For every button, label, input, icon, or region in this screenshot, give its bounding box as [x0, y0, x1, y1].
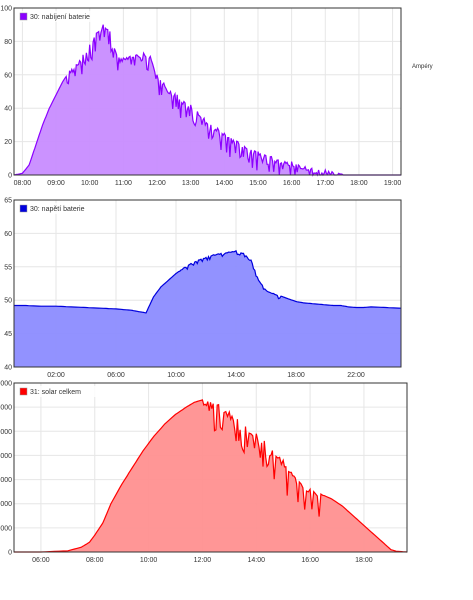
legend: 30: napětí baterie — [18, 203, 102, 214]
y-tick-label: 2000 — [0, 501, 12, 508]
legend-label: 30: napětí baterie — [30, 206, 85, 213]
x-tick-label: 22:00 — [347, 372, 365, 379]
chart-battery-charging: 0 20 40 60 80 100 08:00 09:00 10:00 11:00 12:00 13:… — [0, 6, 433, 188]
x-tick-label: 08:00 — [14, 180, 32, 187]
y-tick-label: 60 — [4, 72, 12, 79]
legend: 31: solar celkem — [18, 386, 102, 397]
y-tick-label: 0 — [8, 550, 12, 557]
x-tick-label: 18:00 — [287, 372, 305, 379]
x-tick-label: 06:00 — [32, 557, 50, 564]
legend-swatch — [19, 204, 28, 213]
legend-bg — [18, 203, 102, 214]
x-tick-label: 08:00 — [86, 557, 104, 564]
y-tick-label: 100 — [0, 6, 12, 13]
y-tick-label: 60 — [4, 231, 12, 238]
y-tick-label: 20 — [4, 139, 12, 146]
y-tick-label: 55 — [4, 264, 12, 271]
x-tick-label: 17:00 — [317, 180, 335, 187]
x-tick-label: 09:00 — [47, 180, 65, 187]
y-tick-label: 40 — [4, 106, 12, 113]
series-line — [14, 399, 408, 553]
y-tick-label: 3000 — [0, 477, 12, 484]
x-tick-label: 12:00 — [194, 557, 212, 564]
x-tick-label: 12:00 — [148, 180, 166, 187]
series-line — [14, 249, 402, 314]
legend-swatch — [19, 387, 28, 396]
plot-frame — [13, 199, 402, 368]
legend-label: 31: solar celkem — [30, 389, 81, 396]
x-tick-label: 02:00 — [47, 372, 65, 379]
x-tick-label: 16:00 — [301, 557, 319, 564]
x-tick-label: 10:00 — [140, 557, 158, 564]
y-tick-label: 6000 — [0, 405, 12, 412]
legend-bg — [18, 11, 102, 22]
plot-frame — [13, 7, 402, 176]
y-axis-side-label: Ampéry — [412, 64, 433, 70]
legend-bg — [18, 386, 102, 397]
y-tick-label: 40 — [4, 365, 12, 372]
y-tick-label: 50 — [4, 298, 12, 305]
x-tick-label: 14:00 — [216, 180, 234, 187]
legend: 30: nabíjení baterie — [18, 11, 102, 22]
series-area — [14, 250, 401, 367]
y-tick-label: 80 — [4, 39, 12, 46]
y-tick-label: 45 — [4, 331, 12, 338]
x-tick-label: 18:00 — [355, 557, 373, 564]
x-tick-label: 10:00 — [167, 372, 185, 379]
series-area — [14, 24, 401, 176]
x-tick-label: 19:00 — [384, 180, 402, 187]
x-tick-label: 18:00 — [350, 180, 368, 187]
y-tick-label: 5000 — [0, 429, 12, 436]
x-tick-label: 14:00 — [227, 372, 245, 379]
x-tick-label: 10:00 — [81, 180, 99, 187]
x-tick-label: 11:00 — [115, 180, 132, 187]
legend-label: 30: nabíjení baterie — [30, 14, 90, 21]
y-tick-label: 65 — [4, 198, 12, 205]
x-tick-label: 14:00 — [247, 557, 265, 564]
x-tick-label: 16:00 — [283, 180, 301, 187]
y-tick-label: 7000 — [0, 381, 12, 388]
series-area — [14, 399, 407, 552]
x-tick-label: 13:00 — [182, 180, 200, 187]
y-tick-label: 4000 — [0, 453, 12, 460]
y-tick-label: 0 — [8, 173, 12, 180]
x-tick-label: 15:00 — [249, 180, 267, 187]
x-tick-label: 06:00 — [107, 372, 125, 379]
legend-swatch — [19, 12, 28, 21]
plot-frame — [13, 382, 408, 553]
chart-battery-voltage: 40 45 50 55 60 65 02:00 06:00 10:00 14:00 18:00 22:… — [4, 198, 402, 379]
